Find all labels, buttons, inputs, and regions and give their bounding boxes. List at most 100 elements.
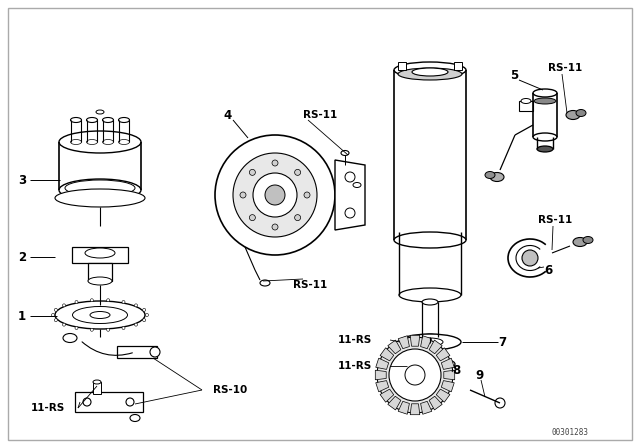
Polygon shape	[436, 389, 450, 402]
Ellipse shape	[341, 151, 349, 155]
Polygon shape	[442, 381, 454, 392]
Ellipse shape	[533, 89, 557, 97]
Ellipse shape	[93, 380, 101, 384]
Polygon shape	[72, 247, 128, 263]
Ellipse shape	[86, 117, 97, 122]
Circle shape	[122, 327, 125, 329]
Polygon shape	[388, 396, 401, 410]
Ellipse shape	[118, 139, 129, 145]
Ellipse shape	[90, 311, 110, 319]
Ellipse shape	[394, 62, 466, 78]
Polygon shape	[398, 336, 410, 349]
Ellipse shape	[59, 131, 141, 153]
Circle shape	[150, 347, 160, 357]
Ellipse shape	[86, 139, 97, 145]
Circle shape	[265, 185, 285, 205]
Polygon shape	[429, 396, 442, 410]
Ellipse shape	[353, 182, 361, 188]
Polygon shape	[429, 340, 442, 354]
Ellipse shape	[576, 109, 586, 116]
Circle shape	[54, 319, 58, 322]
Polygon shape	[380, 389, 394, 402]
Circle shape	[294, 215, 301, 220]
Text: 4: 4	[224, 108, 232, 121]
Ellipse shape	[394, 232, 466, 248]
Circle shape	[143, 308, 146, 311]
Ellipse shape	[537, 146, 553, 152]
Ellipse shape	[417, 338, 443, 346]
Circle shape	[143, 319, 146, 322]
Circle shape	[134, 323, 138, 326]
Ellipse shape	[96, 110, 104, 114]
Polygon shape	[388, 340, 401, 354]
Circle shape	[272, 224, 278, 230]
Ellipse shape	[412, 68, 448, 76]
Text: 11-RS: 11-RS	[338, 361, 372, 371]
Ellipse shape	[70, 139, 81, 145]
Bar	[398, 62, 406, 70]
Polygon shape	[410, 404, 420, 415]
Ellipse shape	[405, 358, 455, 370]
Polygon shape	[375, 370, 386, 380]
Text: 11-RS: 11-RS	[31, 403, 65, 413]
Text: 00301283: 00301283	[552, 427, 589, 436]
Circle shape	[90, 328, 93, 331]
Circle shape	[495, 398, 505, 408]
Circle shape	[107, 299, 109, 302]
Ellipse shape	[419, 361, 441, 367]
Circle shape	[75, 327, 78, 329]
Text: RS-11: RS-11	[293, 280, 327, 290]
Polygon shape	[410, 335, 420, 346]
Text: 5: 5	[510, 69, 518, 82]
Circle shape	[107, 328, 109, 331]
Circle shape	[240, 192, 246, 198]
Ellipse shape	[485, 172, 495, 178]
Circle shape	[63, 304, 65, 307]
Ellipse shape	[88, 277, 112, 285]
Polygon shape	[442, 358, 454, 370]
Bar	[454, 62, 462, 70]
Ellipse shape	[521, 99, 531, 103]
Circle shape	[294, 169, 301, 175]
Ellipse shape	[260, 280, 270, 286]
Ellipse shape	[583, 237, 593, 244]
Circle shape	[75, 301, 78, 303]
Ellipse shape	[422, 299, 438, 305]
Ellipse shape	[399, 334, 461, 350]
Ellipse shape	[422, 334, 438, 340]
Text: RS-10: RS-10	[213, 385, 247, 395]
Circle shape	[134, 304, 138, 307]
Ellipse shape	[534, 98, 556, 104]
Polygon shape	[444, 370, 454, 380]
Polygon shape	[420, 336, 432, 349]
Bar	[93, 382, 101, 394]
Circle shape	[215, 135, 335, 255]
Polygon shape	[75, 392, 143, 412]
Text: 1: 1	[18, 310, 26, 323]
Text: RS-11: RS-11	[548, 63, 582, 73]
Ellipse shape	[130, 414, 140, 422]
Circle shape	[63, 323, 65, 326]
Ellipse shape	[70, 117, 81, 122]
Ellipse shape	[399, 288, 461, 302]
Bar	[519, 101, 533, 111]
Circle shape	[272, 160, 278, 166]
Text: 8: 8	[452, 363, 460, 376]
Ellipse shape	[55, 189, 145, 207]
Ellipse shape	[118, 117, 129, 122]
Ellipse shape	[102, 117, 113, 122]
Ellipse shape	[72, 306, 127, 323]
Ellipse shape	[398, 68, 462, 80]
Circle shape	[389, 349, 441, 401]
Text: 9: 9	[476, 369, 484, 382]
Circle shape	[145, 314, 148, 316]
Ellipse shape	[65, 180, 135, 196]
Ellipse shape	[85, 248, 115, 258]
Text: 11-RS: 11-RS	[338, 335, 372, 345]
Circle shape	[233, 153, 317, 237]
Ellipse shape	[102, 139, 113, 145]
Polygon shape	[420, 401, 432, 414]
Circle shape	[126, 398, 134, 406]
Circle shape	[122, 301, 125, 303]
Polygon shape	[398, 401, 410, 414]
